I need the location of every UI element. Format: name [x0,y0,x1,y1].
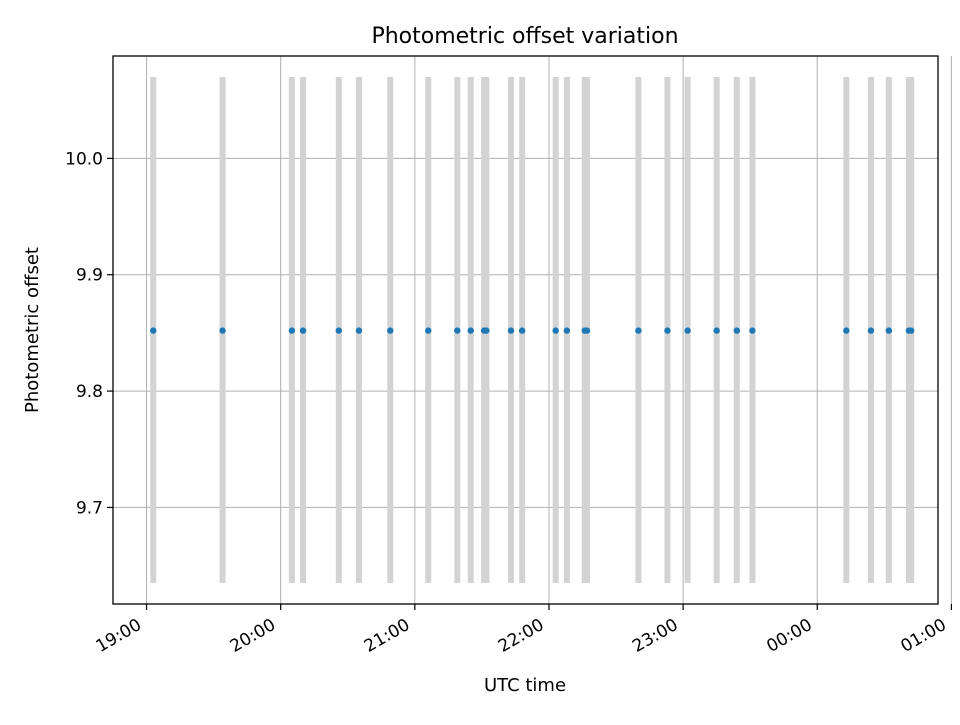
data-point [664,327,671,334]
data-point [335,327,343,334]
data-point [867,327,875,334]
x-axis-label: UTC time [484,675,566,696]
y-tick-label: 9.9 [76,266,103,286]
y-tick-label: 9.8 [76,382,103,402]
data-point [563,327,571,334]
data-point [518,327,526,334]
data-point [552,327,559,334]
data-points-layer [150,327,915,334]
data-point [733,327,740,334]
data-point [749,327,756,334]
data-point [299,327,307,334]
data-point [885,327,893,334]
data-point [843,327,850,334]
grid-layer [113,56,952,604]
data-point [583,327,591,334]
data-point [684,327,691,334]
data-point [425,327,432,334]
data-point [355,327,363,334]
y-axis-label: Photometric offset [22,247,43,413]
data-point [483,327,490,334]
data-point [150,327,157,334]
data-point [713,327,720,334]
data-point [467,327,474,334]
data-point [219,327,226,334]
data-point [387,327,394,334]
y-tick-label: 10.0 [65,149,103,169]
data-point [454,327,461,334]
data-point [507,327,515,334]
data-point [288,327,296,334]
y-tick-label: 9.7 [76,498,103,518]
plot-frame [112,55,939,605]
data-point [907,327,915,334]
data-point [635,327,642,334]
chart-title: Photometric offset variation [371,24,678,49]
